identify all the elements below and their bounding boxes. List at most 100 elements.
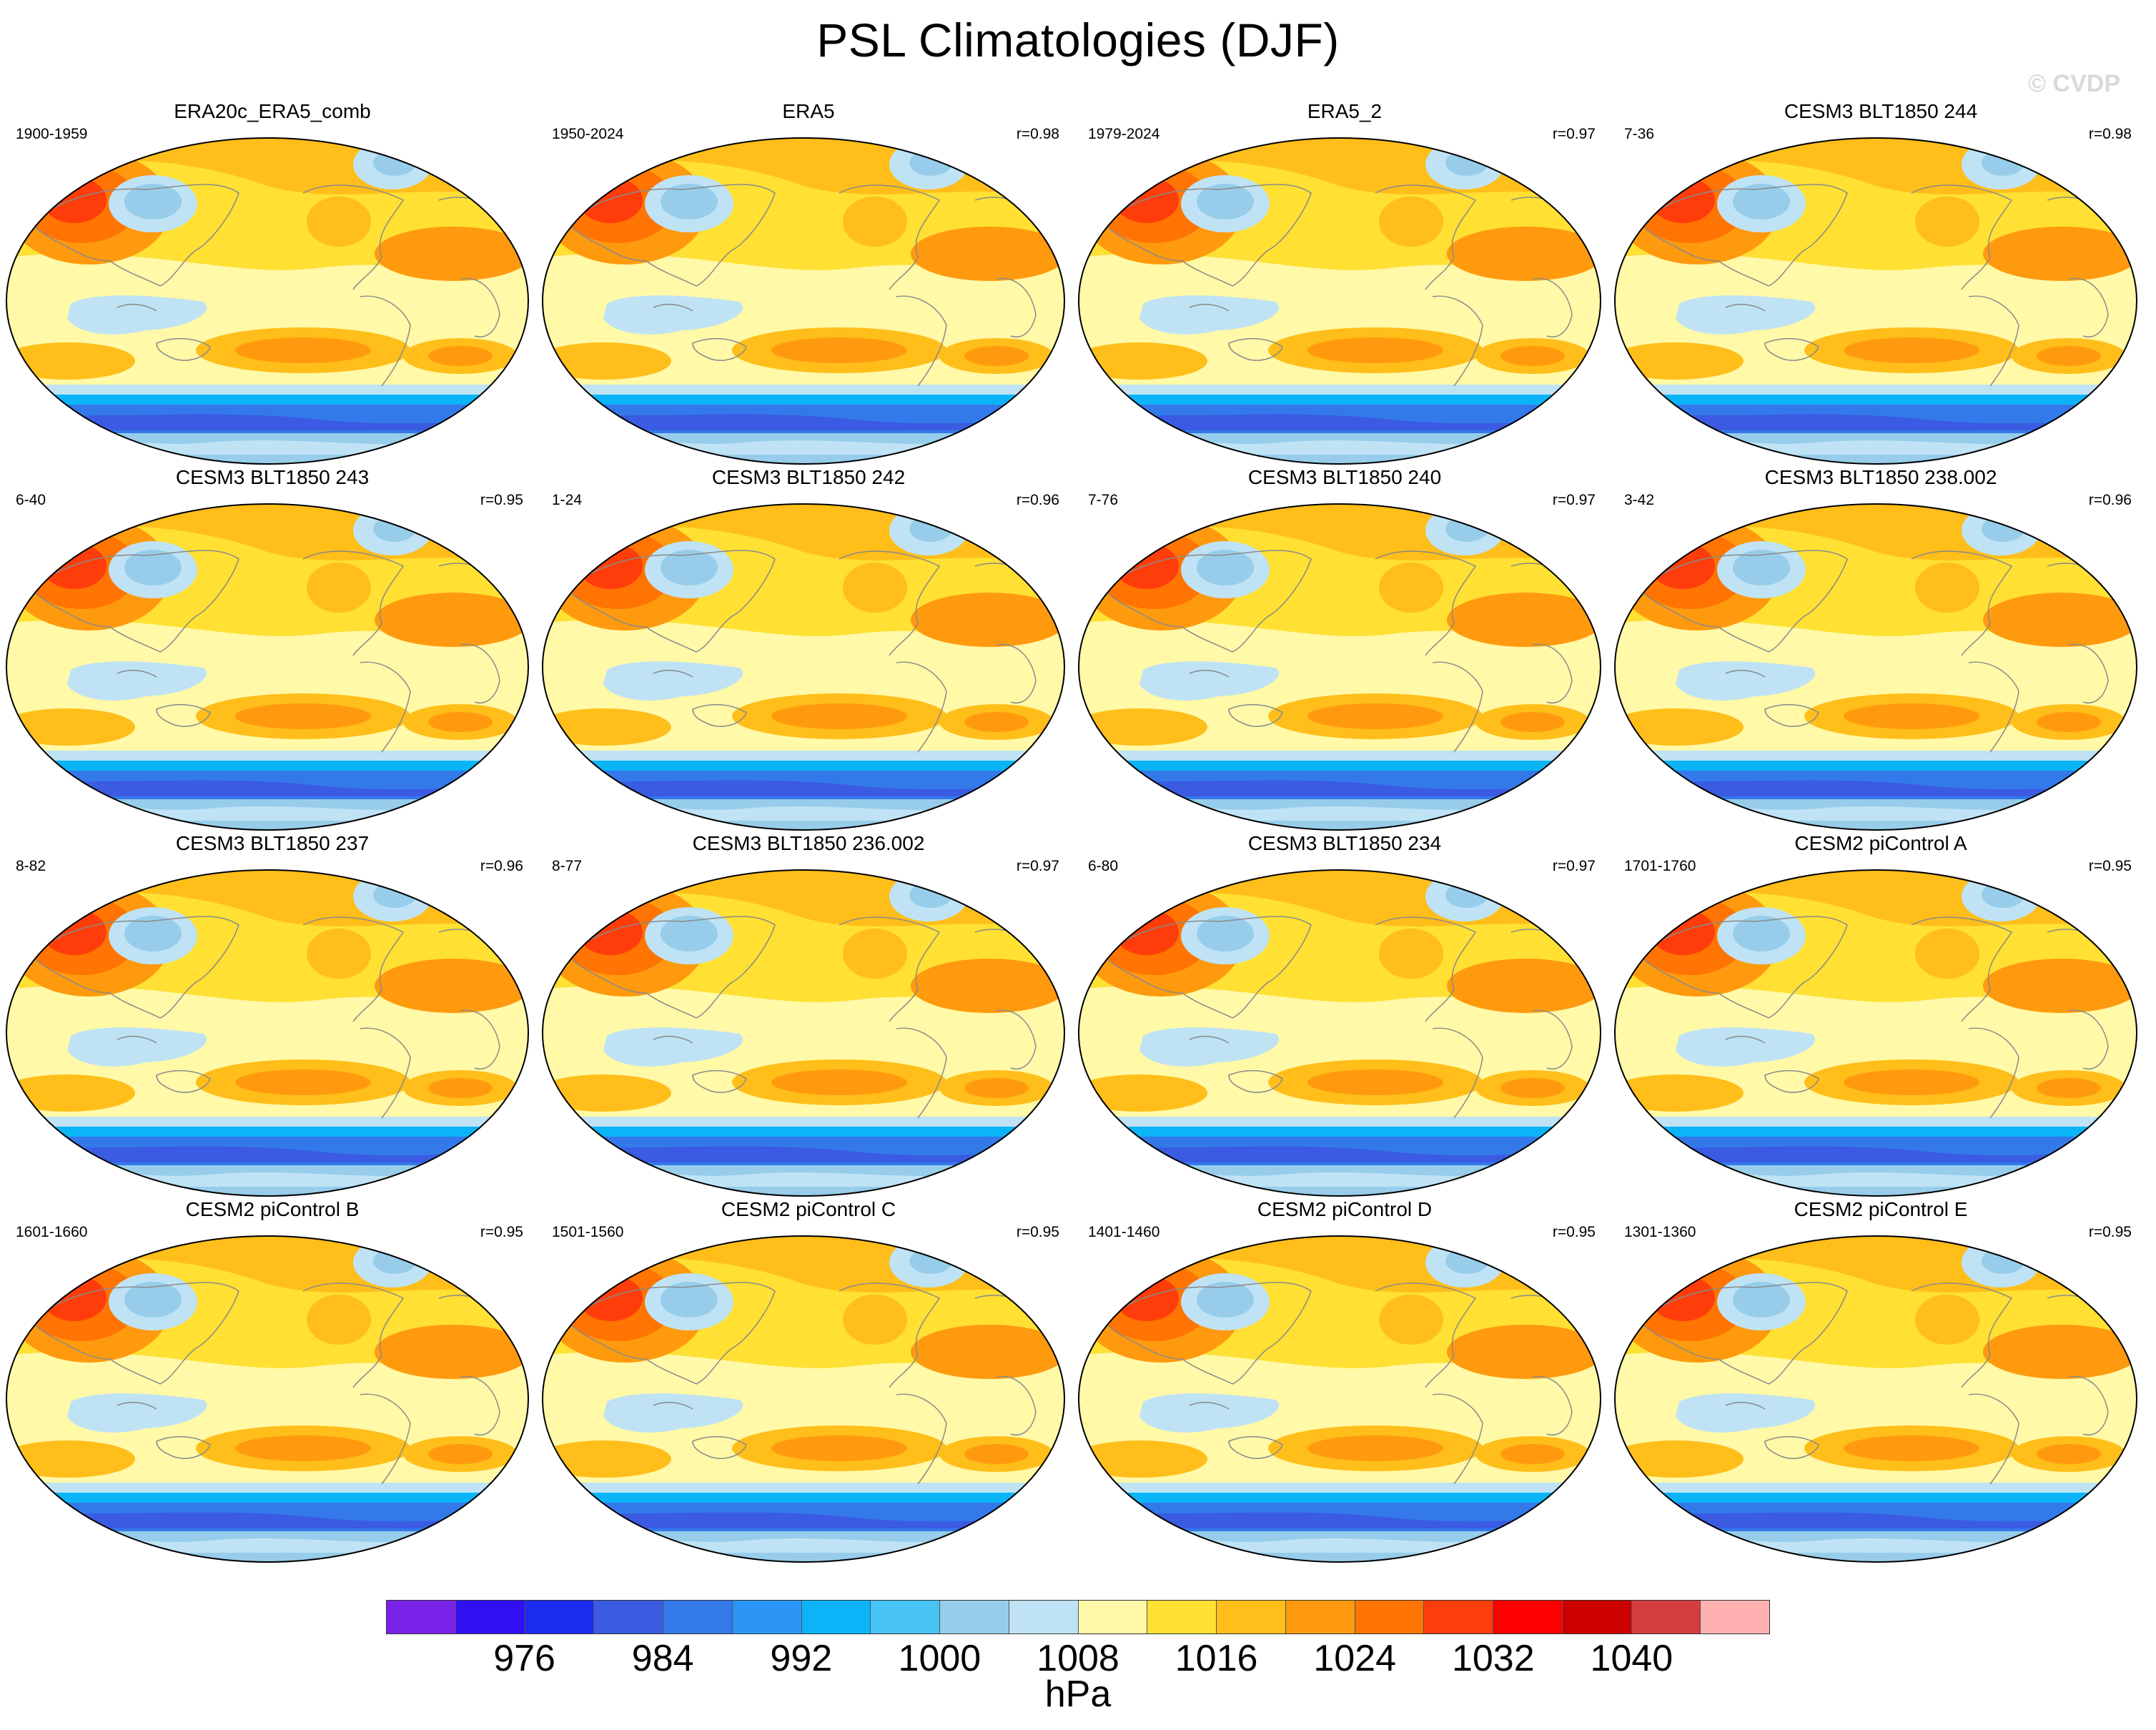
panel-period: 1301-1360 — [1624, 1224, 1696, 1240]
colorbar-swatch — [1424, 1601, 1493, 1633]
panel-period: 8-82 — [16, 858, 46, 874]
map-panel: CESM2 piControl A 1701-1760 r=0.95 — [1611, 832, 2150, 1198]
colorbar-swatch — [801, 1601, 871, 1633]
map-panel: CESM3 BLT1850 244 7-36 r=0.98 — [1611, 100, 2150, 466]
psl-map — [6, 137, 529, 465]
map-panel: CESM3 BLT1850 243 6-40 r=0.95 — [3, 466, 542, 832]
colorbar-swatch — [1562, 1601, 1632, 1633]
panel-correlation: r=0.97 — [1552, 126, 1596, 142]
panel-correlation: r=0.98 — [2088, 126, 2132, 142]
map-panel: CESM2 piControl E 1301-1360 r=0.95 — [1611, 1198, 2150, 1564]
map-panel: CESM3 BLT1850 240 7-76 r=0.97 — [1075, 466, 1614, 832]
panel-title: CESM3 BLT1850 243 — [175, 466, 370, 488]
colorbar-swatch — [1355, 1601, 1425, 1633]
psl-map — [1078, 137, 1601, 465]
panel-title: CESM3 BLT1850 237 — [175, 832, 370, 854]
colorbar-swatch — [1701, 1601, 1769, 1633]
panel-correlation: r=0.96 — [1016, 492, 1059, 508]
panel-period: 1979-2024 — [1088, 126, 1160, 142]
colorbar-swatch — [732, 1601, 802, 1633]
psl-map — [1614, 869, 2137, 1197]
colorbar-swatch — [1147, 1601, 1217, 1633]
panel-title: CESM2 piControl B — [185, 1198, 360, 1220]
psl-map — [542, 1235, 1065, 1563]
psl-map — [1078, 869, 1601, 1197]
panel-period: 7-36 — [1624, 126, 1655, 142]
psl-map — [1078, 503, 1601, 831]
panel-period: 1501-1560 — [552, 1224, 624, 1240]
colorbar-swatch — [940, 1601, 1009, 1633]
panel-correlation: r=0.97 — [1552, 492, 1596, 508]
psl-map — [542, 137, 1065, 465]
colorbar-swatch — [387, 1601, 456, 1633]
map-panel: CESM3 BLT1850 237 8-82 r=0.96 — [3, 832, 542, 1198]
colorbar-tick-label: 984 — [631, 1638, 694, 1679]
panel-period: 1950-2024 — [552, 126, 624, 142]
panel-correlation: r=0.97 — [1016, 858, 1059, 874]
map-panel: ERA5_2 1979-2024 r=0.97 — [1075, 100, 1614, 466]
colorbar-swatch — [594, 1601, 663, 1633]
panel-period: 1401-1460 — [1088, 1224, 1160, 1240]
colorbar-tick-label: 1040 — [1590, 1638, 1673, 1679]
colorbar-swatch — [1493, 1601, 1563, 1633]
panel-title: ERA20c_ERA5_comb — [174, 100, 371, 122]
panel-period: 1601-1660 — [16, 1224, 88, 1240]
panel-title: CESM3 BLT1850 242 — [711, 466, 906, 488]
colorbar-swatch — [871, 1601, 940, 1633]
panel-period: 1-24 — [552, 492, 583, 508]
colorbar — [386, 1600, 1770, 1634]
panel-correlation: r=0.96 — [2088, 492, 2132, 508]
panel-correlation: r=0.95 — [480, 1224, 523, 1240]
panel-period: 1900-1959 — [16, 126, 88, 142]
colorbar-swatch — [1217, 1601, 1286, 1633]
panel-period: 3-42 — [1624, 492, 1655, 508]
psl-map — [1614, 137, 2137, 465]
panel-title: ERA5_2 — [1307, 100, 1383, 122]
psl-map — [1614, 1235, 2137, 1563]
colorbar-swatch — [455, 1601, 525, 1633]
panel-title: CESM3 BLT1850 244 — [1784, 100, 1978, 122]
panel-title: CESM2 piControl A — [1794, 832, 1967, 854]
colorbar-tick-label: 976 — [493, 1638, 555, 1679]
panel-correlation: r=0.98 — [1016, 126, 1059, 142]
panel-correlation: r=0.95 — [2088, 1224, 2132, 1240]
map-panel: CESM2 piControl B 1601-1660 r=0.95 — [3, 1198, 542, 1564]
map-panel: CESM3 BLT1850 234 6-80 r=0.97 — [1075, 832, 1614, 1198]
map-panel: CESM3 BLT1850 236.002 8-77 r=0.97 — [539, 832, 1078, 1198]
colorbar-units: hPa — [1044, 1674, 1112, 1715]
psl-map — [1614, 503, 2137, 831]
colorbar-tick-label: 1024 — [1313, 1638, 1397, 1679]
panel-correlation: r=0.97 — [1552, 858, 1596, 874]
map-panel: ERA20c_ERA5_comb 1900-1959 — [3, 100, 542, 466]
colorbar-tick-label: 1008 — [1037, 1638, 1119, 1679]
colorbar-tick-label: 1032 — [1451, 1638, 1535, 1679]
panel-period: 6-80 — [1088, 858, 1119, 874]
panel-period: 1701-1760 — [1624, 858, 1696, 874]
map-panel: CESM3 BLT1850 238.002 3-42 r=0.96 — [1611, 466, 2150, 832]
psl-map — [6, 1235, 529, 1563]
colorbar-tick-label: 1016 — [1175, 1638, 1258, 1679]
panel-correlation: r=0.95 — [480, 492, 523, 508]
psl-map — [6, 503, 529, 831]
map-panel: CESM2 piControl C 1501-1560 r=0.95 — [539, 1198, 1078, 1564]
colorbar-swatch — [1078, 1601, 1148, 1633]
psl-map — [1078, 1235, 1601, 1563]
panel-title: ERA5 — [782, 100, 835, 122]
colorbar-swatch — [525, 1601, 595, 1633]
psl-map — [6, 869, 529, 1197]
panel-title: CESM3 BLT1850 234 — [1247, 832, 1442, 854]
copyright-watermark: © CVDP — [2028, 70, 2120, 97]
psl-map — [542, 503, 1065, 831]
map-panel: ERA5 1950-2024 r=0.98 — [539, 100, 1078, 466]
panel-title: CESM2 piControl C — [721, 1198, 896, 1220]
map-panel: CESM3 BLT1850 242 1-24 r=0.96 — [539, 466, 1078, 832]
panel-title: CESM3 BLT1850 236.002 — [692, 832, 925, 854]
panel-title: CESM2 piControl D — [1257, 1198, 1433, 1220]
colorbar-swatch — [1631, 1601, 1701, 1633]
panel-correlation: r=0.96 — [480, 858, 523, 874]
colorbar-tick-label: 992 — [770, 1638, 833, 1679]
map-panel: CESM2 piControl D 1401-1460 r=0.95 — [1075, 1198, 1614, 1564]
panel-title: CESM3 BLT1850 238.002 — [1764, 466, 1997, 488]
panel-correlation: r=0.95 — [1016, 1224, 1059, 1240]
panel-period: 8-77 — [552, 858, 583, 874]
